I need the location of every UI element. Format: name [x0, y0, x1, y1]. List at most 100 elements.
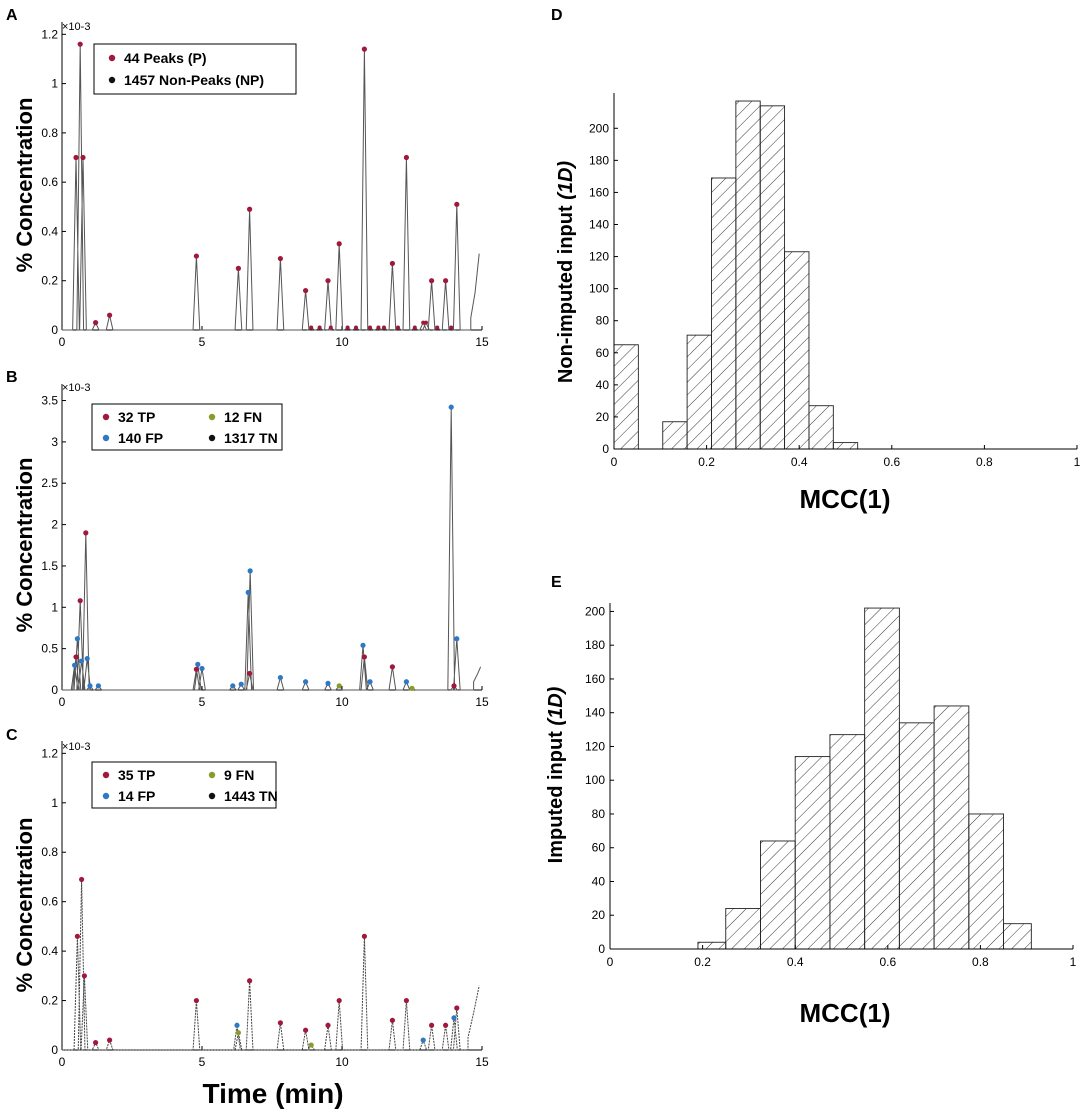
fp-point [420, 1037, 426, 1043]
y-tick-label: 2.5 [41, 476, 58, 490]
minor-peak-point [309, 325, 314, 330]
histogram-bar [933, 705, 970, 950]
legend-marker [208, 771, 216, 779]
y-tick-label: 0.4 [41, 224, 58, 238]
minor-peak-point [345, 325, 350, 330]
y-tick-label: 40 [592, 874, 606, 888]
y-tick-label: 0.8 [41, 845, 58, 859]
y-tick-label: 200 [589, 121, 609, 135]
panel-e-letter: E [551, 574, 562, 591]
x-tick-label: 10 [335, 695, 349, 709]
legend-box [93, 43, 297, 95]
x-tick-label: 10 [335, 335, 349, 349]
minor-peak-point [328, 325, 333, 330]
fp-point [448, 404, 454, 410]
y-tick-label: 60 [596, 346, 610, 360]
x-tick-label: 0 [59, 695, 66, 709]
panel-e-ylabel-text: Imputed input [545, 726, 567, 864]
tp-point [451, 683, 457, 689]
peaks-point [389, 260, 395, 267]
tp-point [73, 654, 79, 660]
tp-point [193, 997, 199, 1004]
y-tick-label: 0 [51, 323, 58, 337]
tp-point [247, 670, 253, 677]
y-tick-label: 0.2 [41, 274, 58, 288]
y-tick-label: 40 [596, 378, 610, 392]
minor-peak-point [449, 325, 454, 330]
tp-point [277, 1020, 283, 1026]
tp-point [361, 654, 367, 660]
y-tick-label: 1 [51, 77, 58, 91]
tp-point [389, 664, 395, 670]
fp-point [403, 679, 409, 685]
fp-point [245, 589, 251, 596]
panel-b: B % Concentration ×10-3 0 5 10 15 0 0.5 1 1.5 2 2… [6, 369, 489, 709]
tp-point [403, 997, 409, 1004]
panel-b-exponent: ×10-3 [62, 382, 90, 394]
tp-point [107, 1037, 113, 1043]
tp-point [83, 530, 89, 536]
histogram-bar [662, 421, 688, 450]
tp-point [361, 933, 367, 939]
minor-peak-point [435, 325, 440, 330]
y-tick-label: 3 [51, 435, 58, 449]
legend-label: 35 TP [118, 767, 155, 783]
panel-e-xlabel: MCC(1) [800, 998, 891, 1028]
fp-point [303, 679, 309, 685]
tp-point [81, 973, 87, 979]
tp-point [193, 666, 199, 672]
panel-c-ylabel: % Concentration [12, 818, 37, 993]
y-tick-label: 100 [589, 282, 609, 296]
peaks-point [77, 41, 83, 47]
fn-point [235, 1030, 241, 1036]
y-tick-label: 60 [592, 841, 606, 855]
y-tick-label: 0 [51, 1043, 58, 1057]
y-tick-label: 160 [589, 185, 609, 199]
legend-label: 1443 TN [224, 788, 278, 804]
panel-c: C % Concentration ×10-3 Time (min) 0 5 10 1… [6, 727, 489, 1109]
y-tick-label: 140 [585, 706, 605, 720]
peaks-point [80, 154, 86, 161]
legend-label: 44 Peaks (P) [124, 50, 207, 66]
panel-d-letter: D [551, 7, 563, 24]
fp-point [234, 1022, 240, 1028]
fp-point [238, 681, 244, 687]
peaks-point [107, 312, 113, 318]
histogram-bar [808, 405, 834, 450]
y-tick-label: 20 [592, 908, 606, 922]
panel-a-exponent: ×10-3 [62, 21, 90, 33]
panel-e-ylabel: Imputed input (1D) [545, 686, 567, 863]
fn-point [308, 1042, 314, 1048]
y-tick-label: 80 [592, 807, 606, 821]
histogram-bar [1003, 923, 1032, 950]
x-tick-label: 15 [475, 335, 489, 349]
y-tick-label: 120 [589, 250, 609, 264]
x-tick-label: 0.4 [787, 955, 804, 969]
fp-point [451, 1015, 457, 1021]
histogram-bar [725, 908, 761, 950]
peaks-point [73, 154, 79, 161]
panel-e-ylabel-italic: (1D) [545, 686, 567, 725]
peaks-point [403, 154, 409, 161]
legend-label: 1317 TN [224, 430, 278, 446]
x-tick-label: 0.8 [972, 955, 989, 969]
peaks-point [325, 278, 331, 284]
x-tick-label: 10 [335, 1055, 349, 1069]
legend-label: 9 FN [224, 767, 254, 783]
peaks-point [429, 278, 435, 284]
y-tick-label: 20 [596, 410, 610, 424]
panel-d-ylabel-text: Non-imputed input [555, 200, 577, 383]
legend-box [91, 761, 277, 809]
fp-point [79, 658, 85, 664]
legend-marker [102, 771, 110, 779]
minor-peak-point [368, 325, 372, 330]
y-tick-label: 0.2 [41, 994, 58, 1008]
panel-a-letter: A [6, 7, 18, 24]
y-tick-label: 160 [585, 672, 605, 686]
y-tick-label: 140 [589, 217, 609, 231]
histogram-bar [968, 813, 1005, 950]
x-tick-label: 0.4 [791, 455, 808, 469]
tp-point [389, 1017, 395, 1023]
legend-label: 12 FN [224, 409, 262, 425]
